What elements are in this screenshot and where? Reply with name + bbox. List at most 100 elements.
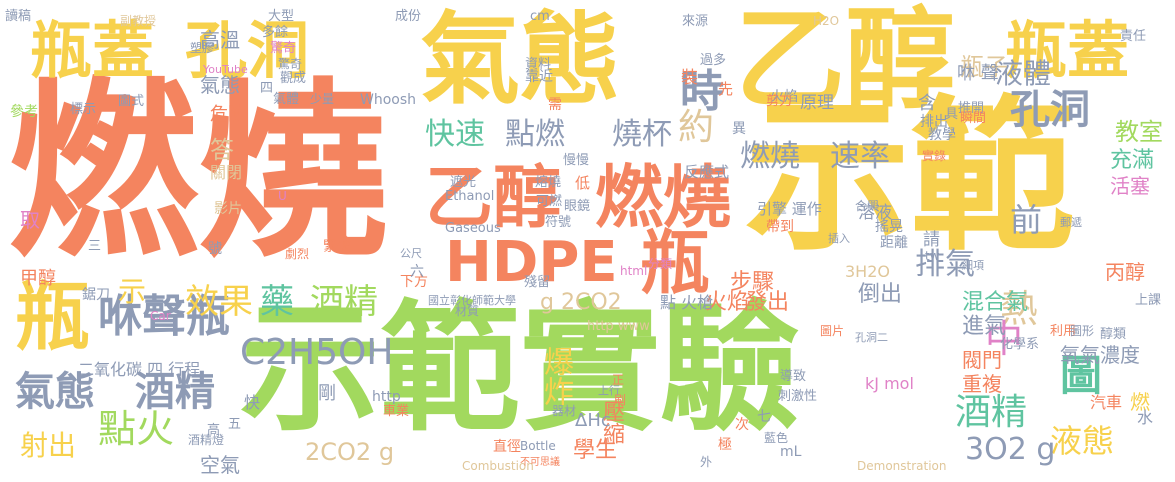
cloud-word: 瓶子 [960, 53, 1008, 81]
cloud-word: 燃燒 [8, 62, 389, 283]
cloud-word: Car [150, 309, 171, 323]
cloud-word: 細項 [962, 259, 984, 272]
cloud-word: 五 [228, 417, 242, 432]
cloud-word: U [278, 189, 287, 203]
cloud-word: 教學 [928, 127, 956, 143]
cloud-word: 上行 [598, 384, 620, 397]
cloud-word: 分類 [648, 257, 673, 271]
cloud-word: 利用 [1050, 324, 1077, 339]
cloud-word: 請 [923, 230, 940, 250]
cloud-word: 酒精 [955, 392, 1028, 433]
cloud-word: 示 [118, 275, 147, 308]
cloud-word: 酒精燈 [188, 433, 225, 447]
cloud-word: YouTube [203, 63, 248, 76]
cloud-word: 帶到 [766, 219, 794, 235]
cloud-word: 孔洞 [185, 14, 310, 87]
cloud-word: http [372, 389, 401, 405]
cloud-word: 反應式 [684, 163, 730, 181]
cloud-word: 氣態 [15, 369, 95, 415]
cloud-word: 副教授 [120, 14, 157, 28]
cloud-word: 氣體 [273, 92, 300, 107]
cloud-word: 甲醇 [20, 268, 56, 289]
cloud-word: 直徑 [493, 439, 521, 455]
cloud-word: 答 [210, 136, 234, 164]
cloud-word: 少量 [310, 92, 335, 106]
cloud-word: 混合氣 [962, 290, 1029, 315]
cloud-word: 刺激性 [778, 389, 818, 404]
cloud-word: 氣態 [420, 1, 620, 118]
cloud-word: 標示 [70, 102, 97, 117]
cloud-word: 緊破 [323, 239, 351, 255]
cloud-word: 鋸刀 [82, 287, 110, 303]
cloud-word: 液體 [995, 57, 1052, 90]
cloud-word: 液態 [1050, 422, 1115, 460]
cloud-word: 點燃 [505, 117, 565, 152]
cloud-word: 步驟 [730, 270, 775, 295]
cloud-word: 材質 [455, 304, 480, 318]
cloud-word: 引擎 運作 [757, 200, 822, 218]
cloud-word: 符號 [545, 215, 572, 230]
cloud-word: 導致 [780, 369, 807, 384]
cloud-word: 距離 [880, 235, 908, 251]
cloud-word: 次 [735, 417, 749, 433]
cloud-word: Combustion [462, 459, 534, 473]
cloud-word: 乙醇 [425, 159, 562, 238]
cloud-word: 劇烈 [285, 247, 310, 261]
cloud-word: 示範 [240, 288, 521, 451]
cloud-word: 空氣 [200, 453, 240, 477]
cloud-word: 3H2O [845, 262, 890, 281]
cloud-word: 合興 [855, 199, 880, 213]
cloud-word: 正 [612, 373, 625, 387]
cloud-word: Ethanol [445, 189, 495, 204]
cloud-word: html [620, 264, 648, 278]
cloud-word: 郵遞 [1060, 216, 1082, 229]
cloud-word: 公尺 [400, 247, 422, 260]
cloud-word: 快 [244, 393, 261, 412]
cloud-word: 靠近 [525, 69, 553, 85]
cloud-word: 實驗 [520, 288, 801, 451]
cloud-word: 壓縮 [599, 400, 624, 444]
cloud-word: tw [925, 249, 940, 263]
cloud-word: 大型 [268, 9, 295, 24]
cloud-word: 器材 [552, 404, 577, 418]
cloud-word: 醇類 [1100, 327, 1127, 342]
cloud-word: 丙醇 [1105, 260, 1145, 284]
cloud-word: 慢慢 [563, 153, 590, 168]
cloud-word: 推開 [958, 101, 985, 116]
cloud-word: 危險 [210, 104, 246, 125]
cloud-word: 速率 [830, 139, 890, 174]
cloud-word: 燃燒 [740, 139, 800, 174]
cloud-word: 示範 [745, 81, 1075, 273]
cloud-word: 資料 [525, 57, 552, 72]
cloud-word: HDPE [445, 230, 618, 295]
cloud-word: 上課 [1135, 293, 1162, 308]
cloud-word: 來源 [682, 14, 709, 29]
cloud-word: 瓶蓋 [30, 14, 155, 87]
cloud-word: 燃燒 [595, 159, 732, 238]
cloud-word: 圖式 [118, 94, 145, 109]
cloud-word: 刷 [614, 393, 627, 407]
cloud-word: 排氣 [915, 247, 975, 282]
cloud-word: 遮光 [450, 175, 477, 190]
cloud-word: 2CO2 g [305, 438, 395, 466]
cloud-word: 取 [20, 208, 40, 232]
cloud-word: 先 [718, 80, 734, 98]
cloud-word: 濃度 [1100, 343, 1140, 367]
cloud-word: 具 [945, 107, 959, 122]
cloud-word: 倒出 [858, 282, 903, 307]
cloud-word: 參考 [10, 104, 38, 120]
cloud-word: 熱 [1000, 287, 1039, 331]
cloud-word: 觀成 [280, 71, 307, 86]
cloud-word: 不可思議 [520, 457, 560, 468]
cloud-word: 燃 [1130, 390, 1150, 414]
cloud-word: 極 [718, 437, 732, 453]
cloud-word: 剪刀 [766, 94, 793, 109]
cloud-word: Gaseous [445, 221, 501, 236]
cloud-word: 咻聲瓶 [98, 291, 230, 342]
cloud-word: 燒杯 [612, 117, 672, 152]
cloud-word: 藥 [260, 282, 294, 322]
cloud-word: Bottle [520, 439, 556, 453]
cloud-word: 溶液 [858, 203, 892, 223]
cloud-word: 射出 [20, 429, 77, 462]
cloud-word: 原理 [800, 93, 834, 113]
